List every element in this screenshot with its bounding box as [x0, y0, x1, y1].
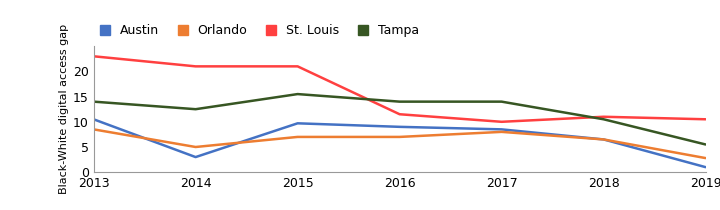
Orlando — [192, 146, 200, 148]
Austin — [192, 156, 200, 158]
St. Louis — [498, 121, 506, 123]
St. Louis — [192, 65, 200, 68]
Orlando — [89, 128, 98, 131]
Line: St. Louis: St. Louis — [94, 56, 706, 122]
Austin — [599, 138, 608, 141]
Line: Orlando: Orlando — [94, 129, 706, 158]
Line: Tampa: Tampa — [94, 94, 706, 144]
Orlando — [395, 136, 404, 138]
Tampa — [701, 143, 710, 146]
Tampa — [192, 108, 200, 110]
Orlando — [701, 157, 710, 159]
St. Louis — [293, 65, 302, 68]
Orlando — [599, 138, 608, 141]
St. Louis — [395, 113, 404, 116]
Tampa — [293, 93, 302, 95]
St. Louis — [599, 116, 608, 118]
Legend: Austin, Orlando, St. Louis, Tampa: Austin, Orlando, St. Louis, Tampa — [100, 24, 419, 37]
Tampa — [498, 100, 506, 103]
Tampa — [395, 100, 404, 103]
Tampa — [89, 100, 98, 103]
Line: Austin: Austin — [94, 119, 706, 167]
Orlando — [498, 131, 506, 133]
Austin — [701, 166, 710, 168]
Orlando — [293, 136, 302, 138]
Y-axis label: Black-White digital access gap: Black-White digital access gap — [59, 24, 68, 194]
Austin — [395, 126, 404, 128]
Austin — [293, 122, 302, 125]
Austin — [498, 128, 506, 131]
St. Louis — [89, 55, 98, 58]
Tampa — [599, 118, 608, 121]
St. Louis — [701, 118, 710, 121]
Austin — [89, 118, 98, 121]
